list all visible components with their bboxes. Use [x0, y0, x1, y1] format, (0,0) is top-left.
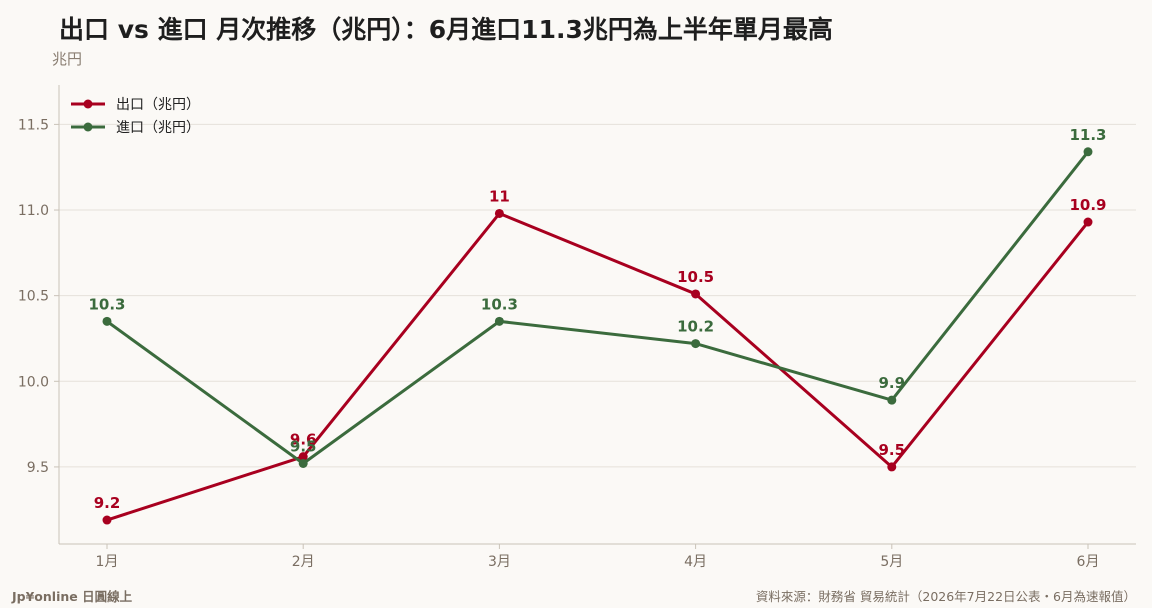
data-point — [887, 462, 897, 472]
data-label: 9.5 — [290, 438, 317, 456]
data-point — [298, 452, 308, 462]
data-point — [102, 316, 112, 326]
data-label: 9.6 — [290, 431, 317, 449]
chart-title: 出口 vs 進口 月次推移（兆円）：6月進口11.3兆円為上半年單月最高 — [59, 15, 833, 44]
data-point — [691, 339, 701, 349]
legend-marker — [83, 122, 93, 132]
y-tick-labels: 9.5 10.0 10.5 11.0 11.5 — [18, 117, 49, 476]
y-axis-unit-label: 兆円 — [52, 50, 82, 68]
data-label: 10.9 — [1069, 196, 1106, 214]
series-1: 9.2 9.6 11 10.5 9.5 10.9 — [94, 187, 1107, 525]
legend-marker — [83, 99, 93, 109]
data-point — [1083, 217, 1093, 227]
y-tick-label: 9.5 — [27, 460, 49, 476]
brand-footer: Jp¥online 日圓線上 — [12, 589, 133, 604]
gridlines — [59, 123, 1136, 468]
legend-label: 進口（兆円） — [116, 120, 200, 136]
y-tick-label: 10.5 — [18, 289, 49, 305]
data-point — [887, 395, 897, 405]
legend-item: 進口（兆円） — [71, 120, 200, 136]
data-point — [1083, 147, 1093, 157]
data-label: 11.3 — [1069, 126, 1106, 144]
data-label: 11 — [489, 187, 510, 205]
data-label: 10.5 — [677, 268, 714, 286]
axes — [54, 85, 1136, 549]
y-tick-label: 11.0 — [18, 203, 49, 219]
y-tick-label: 10.0 — [18, 374, 49, 390]
data-label: 10.3 — [88, 295, 125, 313]
x-tick-label: 6月 — [1077, 554, 1100, 570]
source-note: 資料來源：財務省 貿易統計（2026年7月22日公表・6月為速報值） — [755, 589, 1136, 604]
data-point — [494, 208, 504, 218]
x-tick-label: 1月 — [96, 554, 119, 570]
data-label: 9.2 — [94, 494, 121, 512]
x-tick-label: 5月 — [880, 554, 903, 570]
series-2: 10.3 9.5 10.3 10.2 9.9 11.3 — [88, 126, 1107, 469]
x-tick-label: 4月 — [684, 554, 707, 570]
series-line — [106, 150, 1090, 466]
data-point — [298, 459, 308, 469]
y-tick-label: 11.5 — [18, 117, 49, 133]
x-tick-labels: 1月 2月 3月 4月 5月 6月 — [96, 554, 1100, 570]
data-label: 9.9 — [879, 374, 906, 392]
data-label: 10.3 — [481, 295, 518, 313]
data-label: 10.2 — [677, 318, 714, 336]
data-point — [691, 289, 701, 299]
series-group: 9.2 9.6 11 10.5 9.5 10.9 10.3 9.5 10.3 10.2 9.9 11.… — [88, 126, 1107, 525]
data-point — [494, 316, 504, 326]
legend-item: 出口（兆円） — [71, 97, 200, 113]
legend-label: 出口（兆円） — [116, 97, 200, 113]
legend: 出口（兆円） 進口（兆円） — [71, 97, 200, 136]
x-tick-label: 3月 — [488, 554, 511, 570]
series-line — [106, 211, 1090, 522]
x-tick-label: 2月 — [292, 554, 315, 570]
data-point — [102, 515, 112, 525]
data-label: 9.5 — [879, 441, 906, 459]
